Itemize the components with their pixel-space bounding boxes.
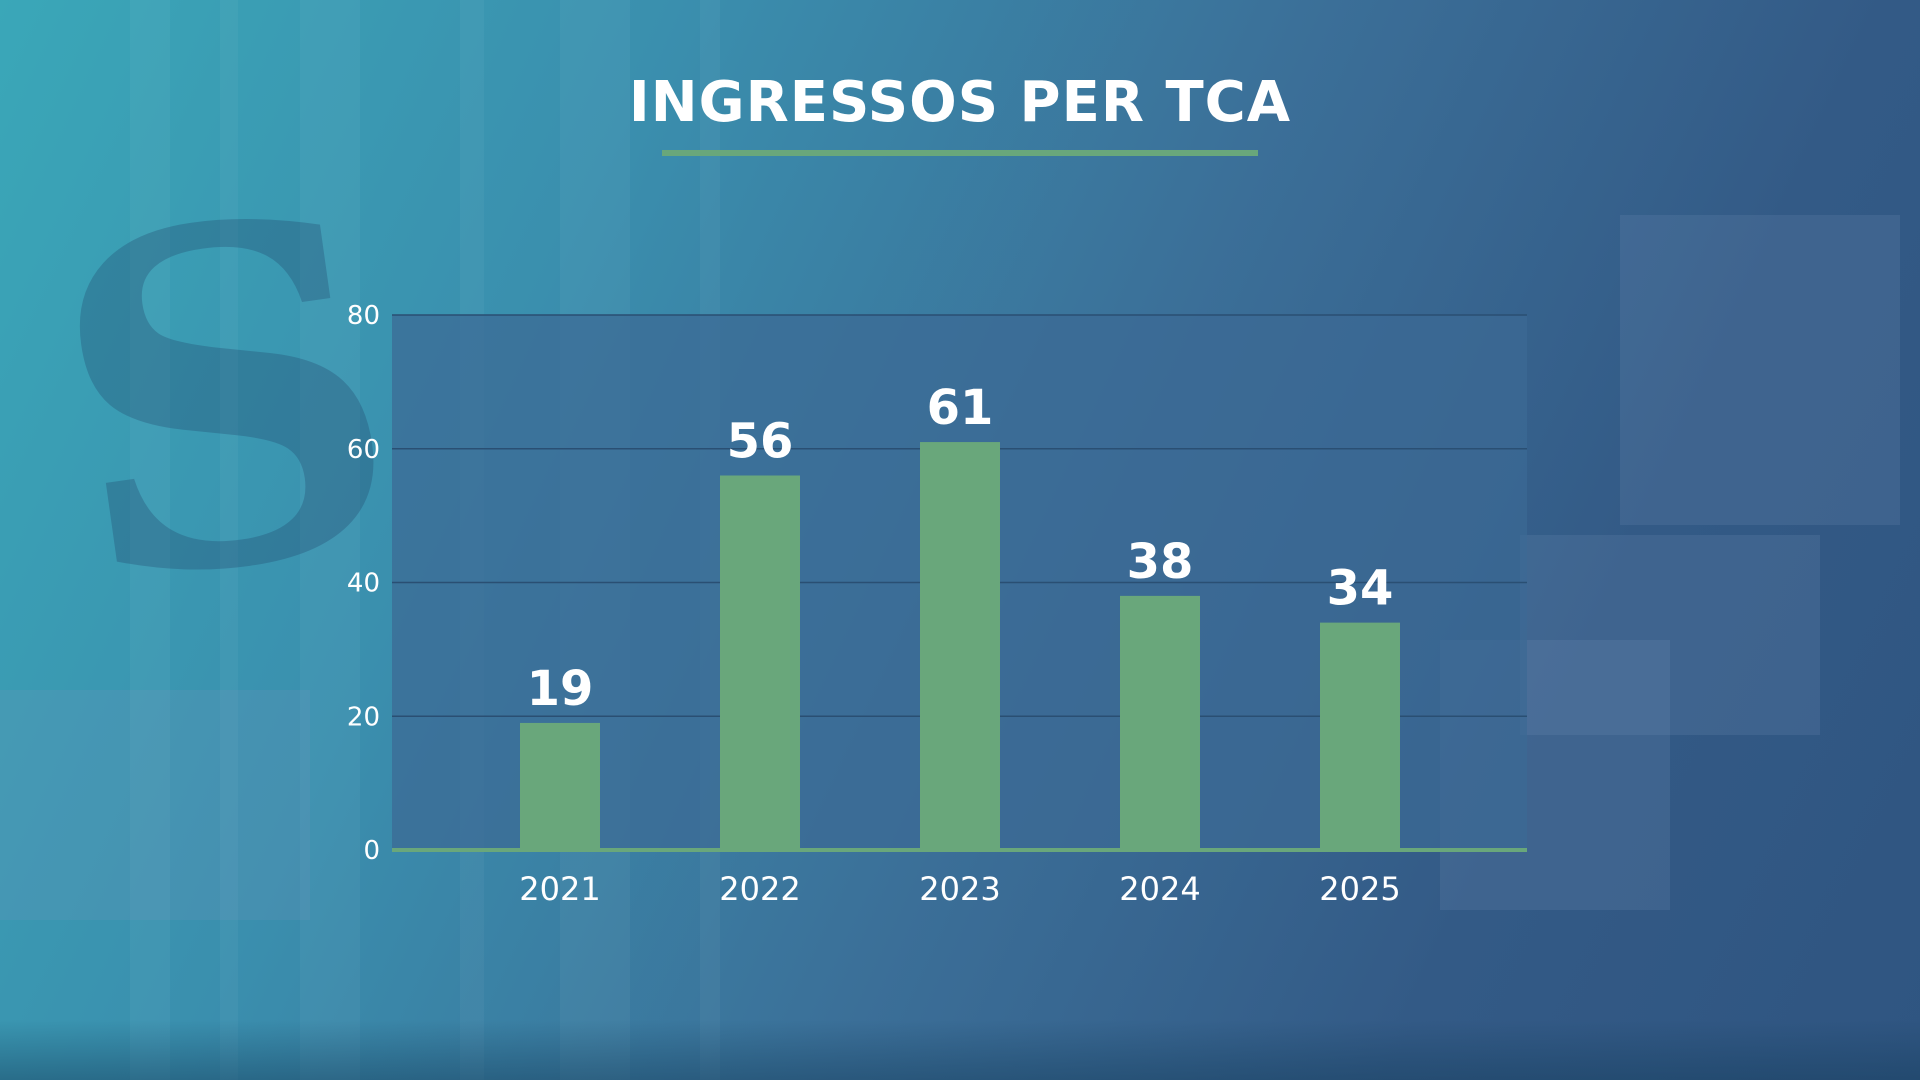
- data-label-2022: 56: [727, 414, 794, 470]
- bar-2022: [720, 475, 800, 850]
- y-tick-label: 40: [347, 569, 380, 599]
- data-label-2024: 38: [1127, 534, 1194, 590]
- x-tick-label-2021: 2021: [519, 870, 600, 908]
- x-axis-ticks: 2021 2022 2023 2024 2025: [519, 870, 1400, 908]
- bar-2025: [1320, 622, 1400, 850]
- data-label-2021: 19: [527, 661, 594, 717]
- y-tick-label: 0: [363, 836, 380, 866]
- bar-2021: [520, 722, 600, 850]
- bar-2023: [920, 442, 1000, 850]
- chart-title: INGRESSOS PER TCA: [628, 70, 1292, 135]
- x-tick-label-2022: 2022: [719, 870, 800, 908]
- y-tick-label: 60: [347, 435, 380, 465]
- data-label-2025: 34: [1327, 561, 1394, 617]
- bars: [520, 442, 1400, 850]
- data-labels: 19 56 61 38 34: [527, 380, 1394, 717]
- x-tick-label-2024: 2024: [1119, 870, 1200, 908]
- x-tick-label-2025: 2025: [1319, 870, 1400, 908]
- y-tick-label: 80: [347, 301, 380, 331]
- data-label-2023: 61: [927, 380, 994, 436]
- bar-2024: [1120, 595, 1200, 850]
- y-tick-label: 20: [347, 702, 380, 732]
- title-underline: [662, 150, 1258, 156]
- y-axis-ticks: 0 20 40 60 80: [347, 301, 380, 866]
- x-tick-label-2023: 2023: [919, 870, 1000, 908]
